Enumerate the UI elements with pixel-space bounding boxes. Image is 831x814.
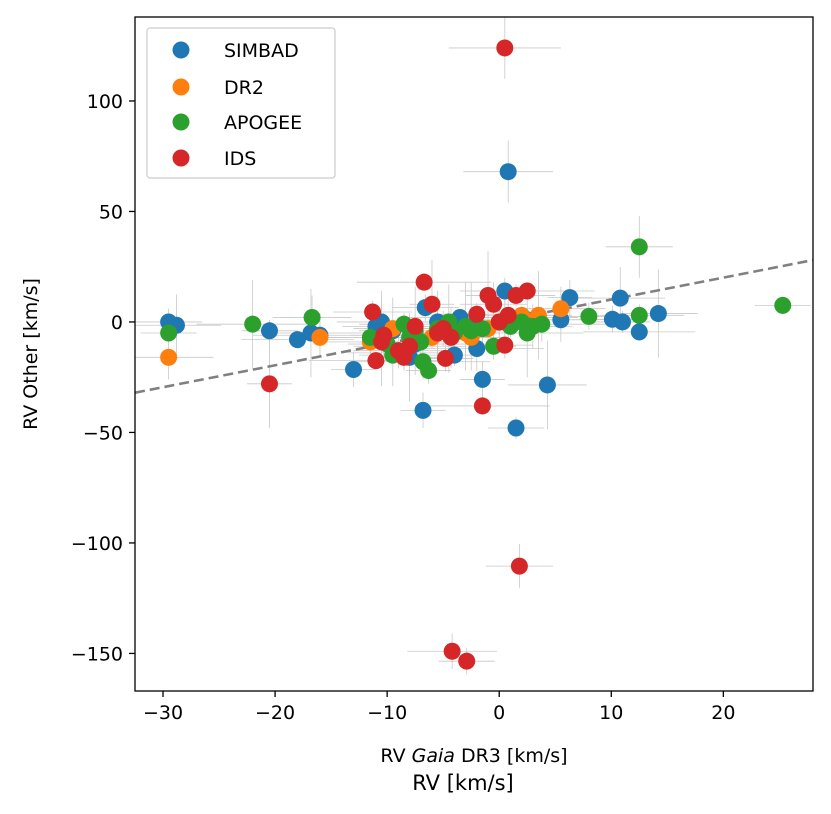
y-tick-label: 0 — [111, 312, 123, 334]
point-apogee — [420, 362, 438, 380]
point-ids — [367, 352, 385, 370]
point-apogee — [533, 315, 551, 333]
x-tick-label: 20 — [711, 702, 735, 724]
y-tick-label: 100 — [87, 91, 123, 113]
point-simbad — [414, 401, 432, 419]
y-tick-label: −150 — [71, 643, 123, 665]
x-tick-label: −10 — [367, 702, 407, 724]
point-apogee — [630, 238, 648, 256]
point-simbad — [611, 289, 629, 307]
legend-label-dr2: DR2 — [224, 77, 264, 99]
point-apogee — [244, 315, 262, 333]
x-axis: −30 −20 −10 0 10 20 — [143, 691, 735, 724]
point-ids — [260, 375, 278, 393]
y-tick-label: −100 — [71, 533, 123, 555]
data-points — [160, 39, 792, 670]
point-ids — [458, 652, 476, 670]
point-apogee — [774, 296, 792, 314]
y-axis-label: RV Other [km/s] — [20, 278, 42, 430]
y-axis: −150 −100 −50 0 50 100 — [71, 91, 135, 665]
cut-off-label: RV [km/s] — [412, 771, 514, 795]
point-ids — [496, 39, 514, 57]
x-tick-label: 10 — [599, 702, 623, 724]
plot-frame — [134, 16, 814, 692]
point-dr2 — [552, 300, 570, 318]
point-ids — [485, 295, 503, 313]
point-ids — [496, 336, 514, 354]
x-tick-label: −30 — [143, 702, 183, 724]
legend-marker-dr2 — [172, 78, 190, 96]
point-ids — [468, 305, 486, 323]
x-axis-label: RV Gaia DR3 [km/s] — [380, 745, 567, 767]
point-apogee — [580, 307, 598, 325]
legend-marker-simbad — [172, 41, 190, 59]
point-simbad — [288, 331, 306, 349]
point-simbad — [260, 322, 278, 340]
point-simbad — [345, 360, 363, 378]
legend-marker-apogee — [172, 113, 190, 131]
point-dr2 — [160, 348, 178, 366]
legend-label-simbad: SIMBAD — [224, 40, 299, 62]
point-ids — [423, 295, 441, 313]
x-tick-label: −20 — [255, 702, 295, 724]
point-apogee — [160, 324, 178, 342]
point-ids — [499, 306, 517, 324]
x-axis-label-prefix: RV — [380, 745, 411, 767]
point-ids — [510, 557, 528, 575]
point-apogee — [630, 306, 648, 324]
point-ids — [518, 282, 536, 300]
legend-label-apogee: APOGEE — [224, 112, 302, 134]
point-dr2 — [311, 328, 329, 346]
point-apogee — [473, 320, 491, 338]
x-axis-label-suffix: DR3 [km/s] — [455, 745, 568, 767]
point-simbad — [649, 305, 667, 323]
legend-label-ids: IDS — [224, 148, 256, 170]
point-simbad — [630, 323, 648, 341]
legend: SIMBAD DR2 APOGEE IDS — [146, 27, 336, 179]
point-ids — [415, 273, 433, 291]
point-simbad — [538, 376, 556, 394]
y-tick-label: 50 — [99, 201, 123, 223]
x-tick-label: 0 — [493, 702, 505, 724]
point-simbad — [473, 370, 491, 388]
legend-box — [146, 27, 336, 179]
point-ids — [442, 328, 460, 346]
x-axis-label-gaia: Gaia — [412, 745, 455, 767]
point-simbad — [613, 313, 631, 331]
legend-marker-ids — [172, 149, 190, 167]
point-ids — [401, 337, 419, 355]
point-ids — [364, 303, 382, 321]
point-ids — [473, 397, 491, 415]
point-ids — [375, 326, 393, 344]
point-simbad — [507, 419, 525, 437]
point-ids — [443, 642, 461, 660]
y-tick-label: −50 — [83, 422, 123, 444]
point-simbad — [499, 163, 517, 181]
point-ids — [406, 317, 424, 335]
point-ids — [436, 349, 454, 367]
point-apogee — [303, 309, 321, 327]
